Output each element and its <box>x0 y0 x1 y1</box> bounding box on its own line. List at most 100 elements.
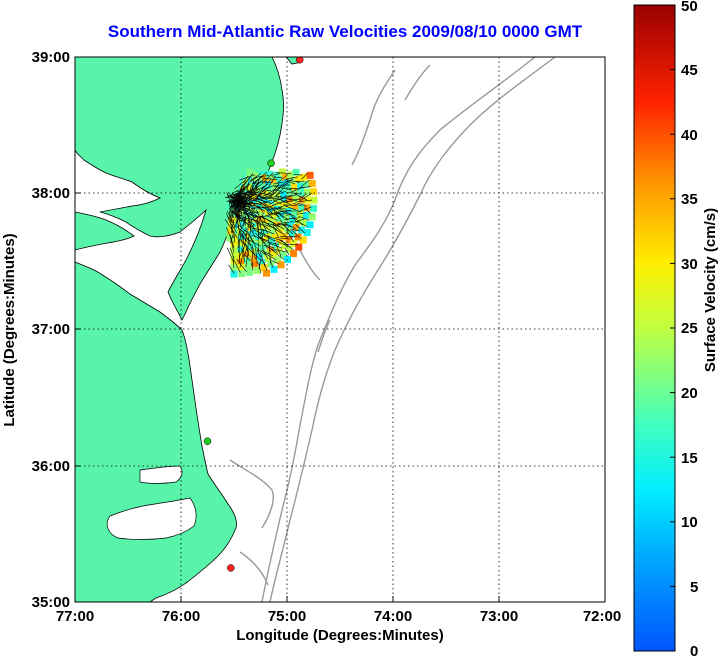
velocity-vector <box>271 204 287 211</box>
velocity-vector <box>280 239 294 251</box>
velocity-cell <box>252 234 260 242</box>
velocity-vector <box>258 237 265 244</box>
chart-title: Southern Mid-Atlantic Raw Velocities 200… <box>107 22 583 41</box>
velocity-cell <box>302 211 310 219</box>
velocity-vector <box>261 221 269 235</box>
velocity-cell <box>249 255 257 263</box>
velocity-vector <box>236 196 239 208</box>
velocity-vector <box>243 202 246 214</box>
y-axis-label: Latitude (Degrees:Minutes) <box>1 233 18 426</box>
velocity-cell <box>267 188 275 196</box>
velocity-cell <box>281 242 289 250</box>
velocity-vector <box>242 200 256 209</box>
velocity-cell <box>270 214 278 222</box>
velocity-vector <box>250 176 258 183</box>
velocity-vector <box>229 201 231 213</box>
velocity-vector <box>227 194 243 200</box>
velocity-cell <box>253 266 261 274</box>
velocity-vector <box>270 207 282 209</box>
velocity-vector <box>268 175 276 187</box>
station-marker <box>227 564 235 572</box>
velocity-cell <box>256 232 264 240</box>
velocity-vector <box>266 244 275 249</box>
velocity-vector <box>295 199 313 203</box>
velocity-vector <box>240 181 248 190</box>
velocity-cell <box>285 208 293 216</box>
velocity-vector <box>268 199 278 205</box>
velocity-vector <box>262 234 264 251</box>
velocity-cell <box>237 264 245 272</box>
velocity-vector <box>286 198 303 201</box>
velocity-vector <box>267 197 283 201</box>
velocity-cell <box>230 246 238 254</box>
velocity-vector <box>243 233 249 241</box>
velocity-cell <box>266 170 274 178</box>
velocity-vector <box>259 219 262 234</box>
velocity-vector <box>251 180 255 192</box>
velocity-vector <box>274 242 282 257</box>
velocity-vector <box>261 189 271 192</box>
velocity-cell <box>298 189 306 197</box>
station-marker <box>295 57 304 64</box>
velocity-cell <box>310 188 318 196</box>
velocity-cell <box>292 224 300 232</box>
velocity-vector <box>251 172 262 181</box>
velocity-cell <box>277 261 285 269</box>
velocity-vector <box>293 174 303 176</box>
velocity-vector <box>270 259 279 265</box>
velocity-cell <box>238 233 246 241</box>
velocity-cell <box>291 209 299 217</box>
velocity-cell <box>230 240 238 248</box>
velocity-cell <box>295 243 303 251</box>
velocity-vector <box>254 183 263 190</box>
velocity-vector <box>298 215 310 221</box>
velocity-vector <box>257 200 271 211</box>
radar-stations <box>203 57 304 572</box>
velocity-vector <box>239 232 251 246</box>
velocity-cell <box>265 212 273 220</box>
velocity-cell <box>245 244 253 252</box>
velocity-vector <box>257 205 266 212</box>
velocity-vector <box>226 213 231 223</box>
velocity-vector <box>233 216 240 229</box>
velocity-vector <box>251 248 254 266</box>
velocity-vector <box>231 199 235 209</box>
velocity-vector <box>226 247 235 264</box>
velocity-vector <box>258 263 261 274</box>
velocity-vector <box>228 208 235 219</box>
velocity-vector <box>279 208 295 217</box>
velocity-vector <box>230 194 235 209</box>
bathymetry-contours <box>229 57 556 602</box>
velocity-cell <box>283 213 291 221</box>
velocity-vector <box>285 179 300 183</box>
velocity-cell <box>251 261 259 269</box>
velocity-vector <box>247 208 262 220</box>
velocity-cell <box>300 219 308 227</box>
velocity-cell <box>285 236 293 244</box>
velocity-vector <box>277 175 287 184</box>
velocity-cell <box>234 234 242 242</box>
velocity-cell <box>304 204 312 212</box>
velocity-cell <box>286 196 294 204</box>
velocity-vector <box>242 191 256 197</box>
velocity-cell <box>276 238 284 246</box>
velocity-cell <box>290 240 298 248</box>
velocity-cell <box>258 245 266 253</box>
velocity-cell <box>250 242 258 250</box>
velocity-vector <box>252 180 267 185</box>
velocity-vector <box>232 256 235 269</box>
velocity-vector <box>264 181 274 184</box>
velocity-cell <box>230 270 238 278</box>
velocity-vector <box>275 195 293 201</box>
velocity-cell <box>310 196 318 204</box>
colorbar-tick-label: 5 <box>690 579 698 596</box>
velocity-cell <box>266 222 274 230</box>
velocity-cell <box>308 179 316 187</box>
velocity-cell <box>273 171 281 179</box>
y-tick-label: 37:00 <box>32 321 70 338</box>
velocity-cell <box>274 201 282 209</box>
velocity-cell <box>227 210 235 218</box>
velocity-cell <box>242 251 250 259</box>
velocity-cell <box>271 242 279 250</box>
station-marker <box>267 159 275 168</box>
